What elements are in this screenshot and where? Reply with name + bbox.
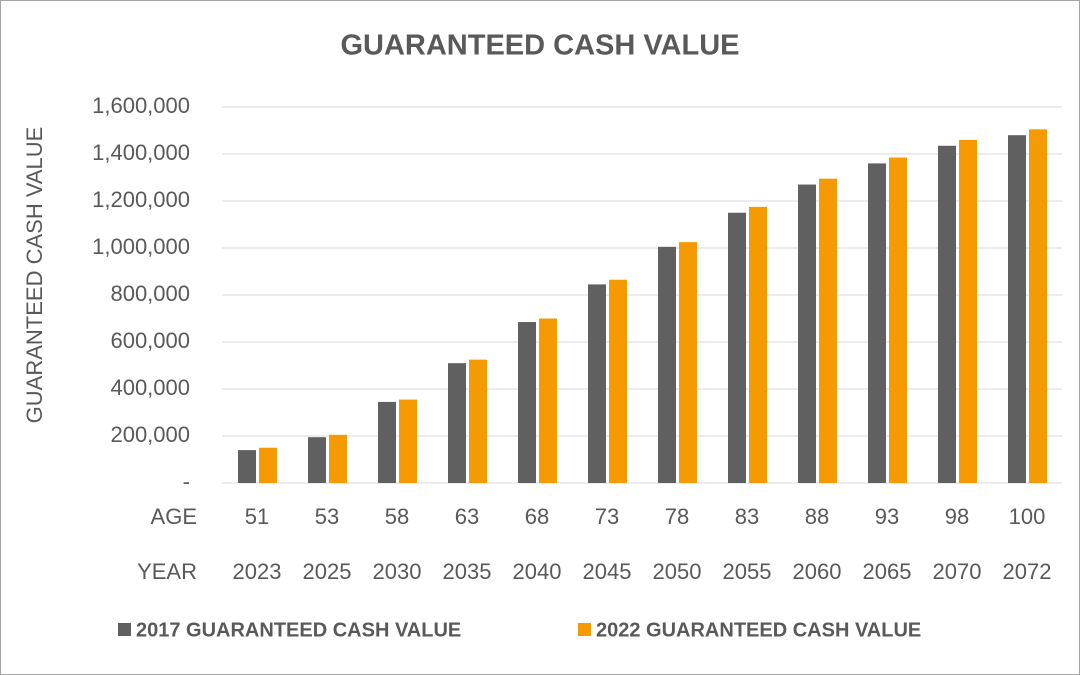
y-axis-label: GUARANTEED CASH VALUE	[22, 127, 47, 424]
y-tick-label: 400,000	[110, 375, 190, 400]
x-tick-label: 2035	[443, 559, 492, 584]
x-tick-label: 2055	[723, 559, 772, 584]
y-tick-label: 1,400,000	[92, 140, 190, 165]
x-tick-label: 2072	[1003, 559, 1052, 584]
bar	[1029, 129, 1047, 483]
row-label: AGE	[151, 504, 197, 529]
bar	[259, 447, 277, 483]
row-label: YEAR	[137, 559, 197, 584]
y-tick-label: 200,000	[110, 422, 190, 447]
x-tick-label: 2070	[933, 559, 982, 584]
bar	[469, 359, 487, 483]
bar	[238, 450, 256, 483]
bar	[868, 163, 886, 483]
x-tick-label: 2040	[513, 559, 562, 584]
bar	[588, 284, 606, 483]
bar	[658, 246, 676, 483]
x-tick-label: 2060	[793, 559, 842, 584]
legend-label: 2022 GUARANTEED CASH VALUE	[596, 619, 921, 641]
x-tick-label: 2065	[863, 559, 912, 584]
x-tick-label: 63	[455, 504, 479, 529]
x-tick-label: 100	[1009, 504, 1046, 529]
x-tick-label: 78	[665, 504, 689, 529]
x-tick-label: 51	[245, 504, 269, 529]
bar	[798, 184, 816, 484]
x-tick-label: 93	[875, 504, 899, 529]
chart-title: GUARANTEED CASH VALUE	[340, 30, 739, 62]
x-tick-label: 68	[525, 504, 549, 529]
x-tick-label: 2045	[583, 559, 632, 584]
y-tick-label: 1,000,000	[92, 234, 190, 259]
bar	[749, 206, 767, 483]
y-tick-label: 1,200,000	[92, 187, 190, 212]
x-tick-label: 2030	[373, 559, 422, 584]
bar	[448, 363, 466, 483]
x-tick-label: 2023	[233, 559, 282, 584]
x-tick-label: 73	[595, 504, 619, 529]
bar	[679, 242, 697, 483]
y-tick-label: 600,000	[110, 328, 190, 353]
bar	[399, 399, 417, 483]
legend-label: 2017 GUARANTEED CASH VALUE	[136, 619, 461, 641]
x-tick-label: 88	[805, 504, 829, 529]
x-tick-label: 98	[945, 504, 969, 529]
bar	[728, 212, 746, 483]
bar	[959, 139, 977, 483]
x-tick-label: 53	[315, 504, 339, 529]
bar	[819, 178, 837, 484]
y-tick-label: -	[183, 469, 190, 494]
x-tick-label: 2050	[653, 559, 702, 584]
legend-swatch	[118, 623, 131, 636]
bar	[378, 401, 396, 483]
bar	[539, 318, 557, 483]
legend-swatch	[578, 623, 591, 636]
y-tick-label: 800,000	[110, 281, 190, 306]
bar	[889, 157, 907, 483]
x-tick-label: 58	[385, 504, 409, 529]
bar	[1008, 135, 1026, 483]
x-tick-label: 2025	[303, 559, 352, 584]
bar	[329, 434, 347, 483]
bar	[518, 322, 536, 483]
bar	[308, 437, 326, 483]
bar	[938, 145, 956, 483]
y-tick-label: 1,600,000	[92, 93, 190, 118]
bar	[609, 279, 627, 483]
x-tick-label: 83	[735, 504, 759, 529]
